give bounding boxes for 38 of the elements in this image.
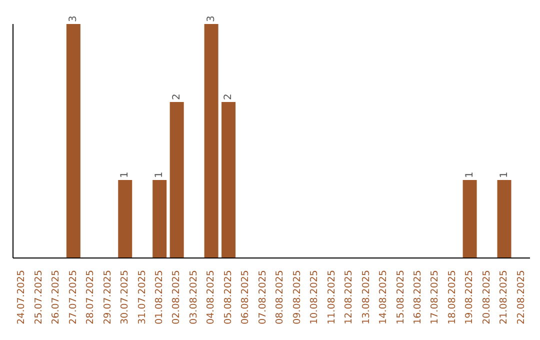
- x-tick-label: 24.07.2025: [16, 270, 28, 324]
- x-tick-label: 27.07.2025: [68, 270, 79, 324]
- x-tick-label: 11.08.2025: [326, 270, 338, 324]
- x-tick-label: 07.08.2025: [257, 270, 268, 324]
- data-label: 1: [498, 172, 510, 178]
- x-tick-label: 08.08.2025: [274, 270, 286, 324]
- x-tick-label: 21.08.2025: [498, 270, 510, 324]
- x-tick-label: 13.08.2025: [360, 270, 372, 324]
- x-tick-label: 19.08.2025: [464, 270, 476, 324]
- x-tick-label: 03.08.2025: [188, 270, 200, 324]
- x-tick-label: 20.08.2025: [481, 270, 492, 324]
- x-tick-label: 02.08.2025: [171, 270, 182, 324]
- data-label: 3: [68, 16, 79, 22]
- x-tick-label: 14.08.2025: [378, 270, 390, 324]
- x-tick-label: 05.08.2025: [222, 270, 234, 324]
- data-label: 1: [464, 172, 476, 178]
- data-label: 1: [154, 172, 166, 178]
- data-label: 3: [206, 16, 217, 22]
- x-tick-label: 04.08.2025: [206, 270, 217, 324]
- x-tick-label: 30.07.2025: [120, 270, 131, 324]
- x-tick-label: 01.08.2025: [154, 270, 165, 324]
- x-tick-label: 26.07.2025: [50, 270, 62, 324]
- data-label: 1: [120, 172, 131, 178]
- x-tick-label: 22.08.2025: [516, 270, 527, 324]
- x-tick-label: 29.07.2025: [102, 270, 114, 324]
- x-tick-label: 15.08.2025: [395, 270, 406, 324]
- x-tick-label: 10.08.2025: [309, 270, 320, 324]
- x-tick-label: 31.07.2025: [136, 270, 148, 324]
- x-tick-label: 28.07.2025: [85, 270, 96, 324]
- x-tick-label: 12.08.2025: [344, 270, 355, 324]
- x-tick-label: 09.08.2025: [292, 270, 303, 324]
- x-tick-label: 25.07.2025: [33, 270, 44, 324]
- x-tick-label: 18.08.2025: [446, 270, 458, 324]
- data-label: 2: [171, 94, 182, 100]
- x-tick-label: 06.08.2025: [240, 270, 252, 324]
- x-tick-label: 17.08.2025: [430, 270, 441, 324]
- data-label: 2: [223, 94, 234, 100]
- x-tick-label: 16.08.2025: [412, 270, 424, 324]
